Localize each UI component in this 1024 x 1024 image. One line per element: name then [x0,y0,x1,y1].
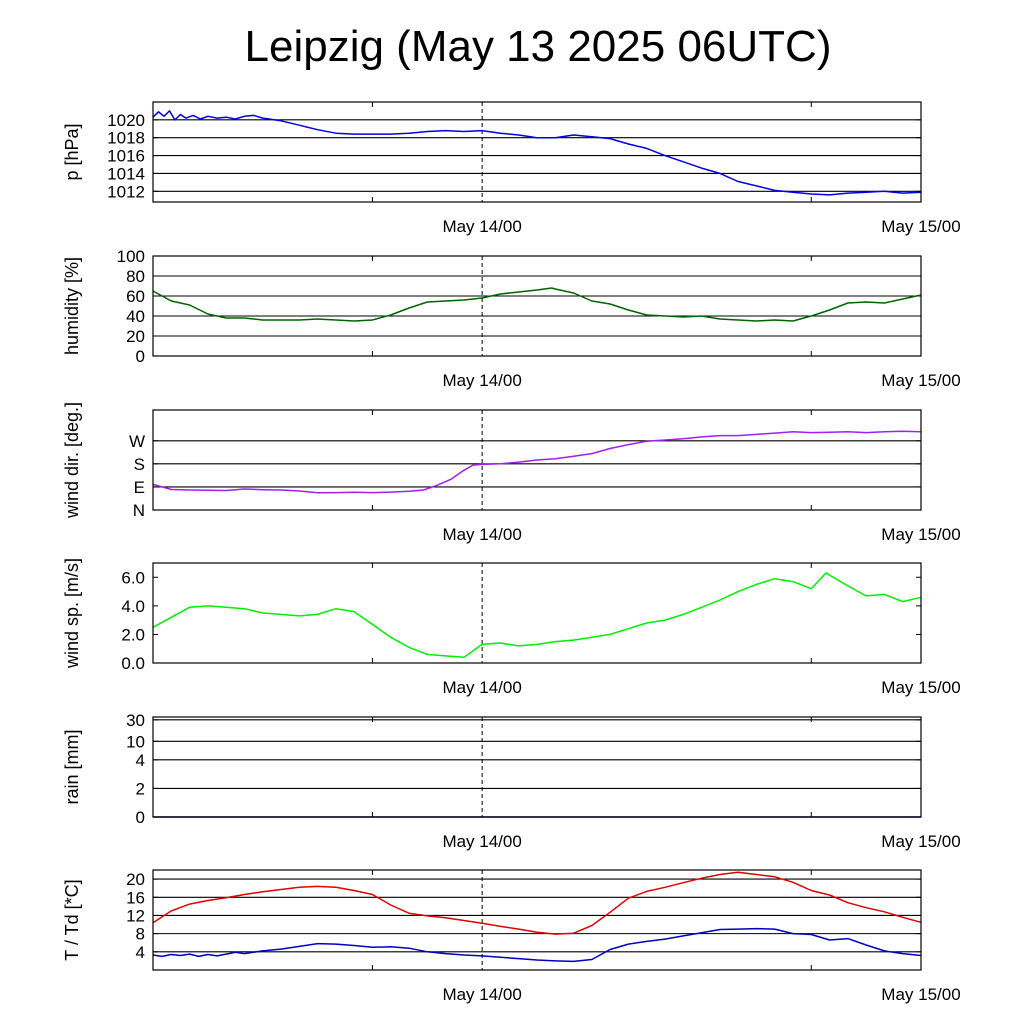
y-tick-label: N [133,501,145,520]
y-tick-label: 0.0 [121,654,145,673]
y-tick-label: 80 [126,267,145,286]
plot-frame [152,409,922,511]
plot-frame [152,869,922,971]
chart-title: Leipzig (May 13 2025 06UTC) [244,22,832,71]
x-tick-label: May 14/00 [442,217,521,236]
y-tick-label: S [134,455,145,474]
y-tick-label: 60 [126,287,145,306]
x-tick-label: May 14/00 [442,678,521,697]
y-axis-label: p [hPa] [62,123,82,180]
y-tick-label: 20 [126,870,145,889]
x-tick-label: May 14/00 [442,832,521,851]
y-tick-label: 20 [126,327,145,346]
x-tick-label: May 15/00 [881,678,960,697]
y-axis-label: wind sp. [m/s] [62,558,82,669]
panel-4: 0.0 2.0 4.0 6.0 wind sp. [m/s] May 14/00 May 1… [62,558,961,697]
y-tick-label: 16 [126,888,145,907]
plot-frame [152,716,922,818]
y-tick-label: 1012 [107,182,145,201]
y-tick-label: 40 [126,307,145,326]
y-tick-label: 1018 [107,129,145,148]
y-axis-label: T / Td [*C] [62,879,82,960]
plot-frame [152,101,922,203]
x-tick-label: May 15/00 [881,525,960,544]
y-tick-label: 2.0 [121,625,145,644]
series-line-1 [152,287,922,322]
x-tick-label: May 15/00 [881,832,960,851]
y-tick-label: 1014 [107,164,145,183]
y-tick-label: 8 [136,925,145,944]
x-tick-label: May 15/00 [881,371,960,390]
y-tick-label: E [134,478,145,497]
plot-frame [152,255,922,357]
y-tick-label: 30 [126,711,145,730]
x-tick-label: May 14/00 [442,985,521,1004]
y-tick-label: 4.0 [121,597,145,616]
y-tick-label: 10 [126,732,145,751]
y-tick-label: W [129,432,145,451]
y-tick-label: 100 [117,247,145,266]
y-tick-label: 4 [136,943,145,962]
y-axis-label: humidity [%] [62,257,82,355]
y-axis-label: wind dir. [deg.] [62,402,82,519]
series-line-1 [152,572,922,659]
x-tick-label: May 15/00 [881,217,960,236]
y-axis-label: rain [mm] [62,729,82,804]
y-tick-label: 6.0 [121,568,145,587]
series-line-1 [152,110,922,196]
series-line-1 [152,430,922,494]
y-tick-label: 0 [136,347,145,366]
y-tick-label: 12 [126,906,145,925]
x-tick-label: May 14/00 [442,525,521,544]
series-line-2 [152,927,922,963]
y-tick-label: 4 [136,751,145,770]
x-tick-label: May 14/00 [442,371,521,390]
y-tick-label: 2 [136,779,145,798]
y-tick-label: 1020 [107,111,145,130]
panel-5: 0 2 410 30 rain [mm] May 14/00 May 15/00 [62,711,961,851]
y-tick-label: 0 [136,808,145,827]
y-tick-label: 1016 [107,147,145,166]
x-tick-label: May 15/00 [881,985,960,1004]
plot-frame [152,562,922,664]
series-line-1 [152,871,922,935]
